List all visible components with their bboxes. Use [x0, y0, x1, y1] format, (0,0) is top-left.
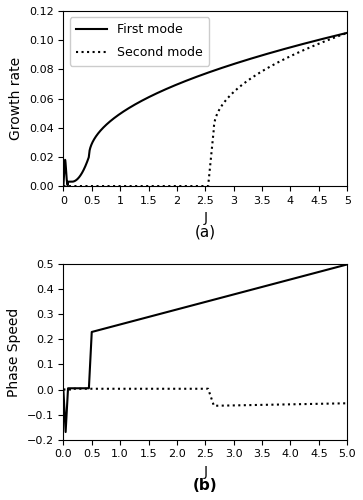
- Y-axis label: Phase Speed: Phase Speed: [7, 308, 21, 396]
- Y-axis label: Growth rate: Growth rate: [9, 57, 23, 140]
- Text: (a): (a): [195, 224, 216, 240]
- X-axis label: J: J: [203, 212, 207, 226]
- X-axis label: J: J: [203, 465, 207, 479]
- Legend: First mode, Second mode: First mode, Second mode: [70, 17, 209, 66]
- Text: (b): (b): [193, 478, 217, 493]
